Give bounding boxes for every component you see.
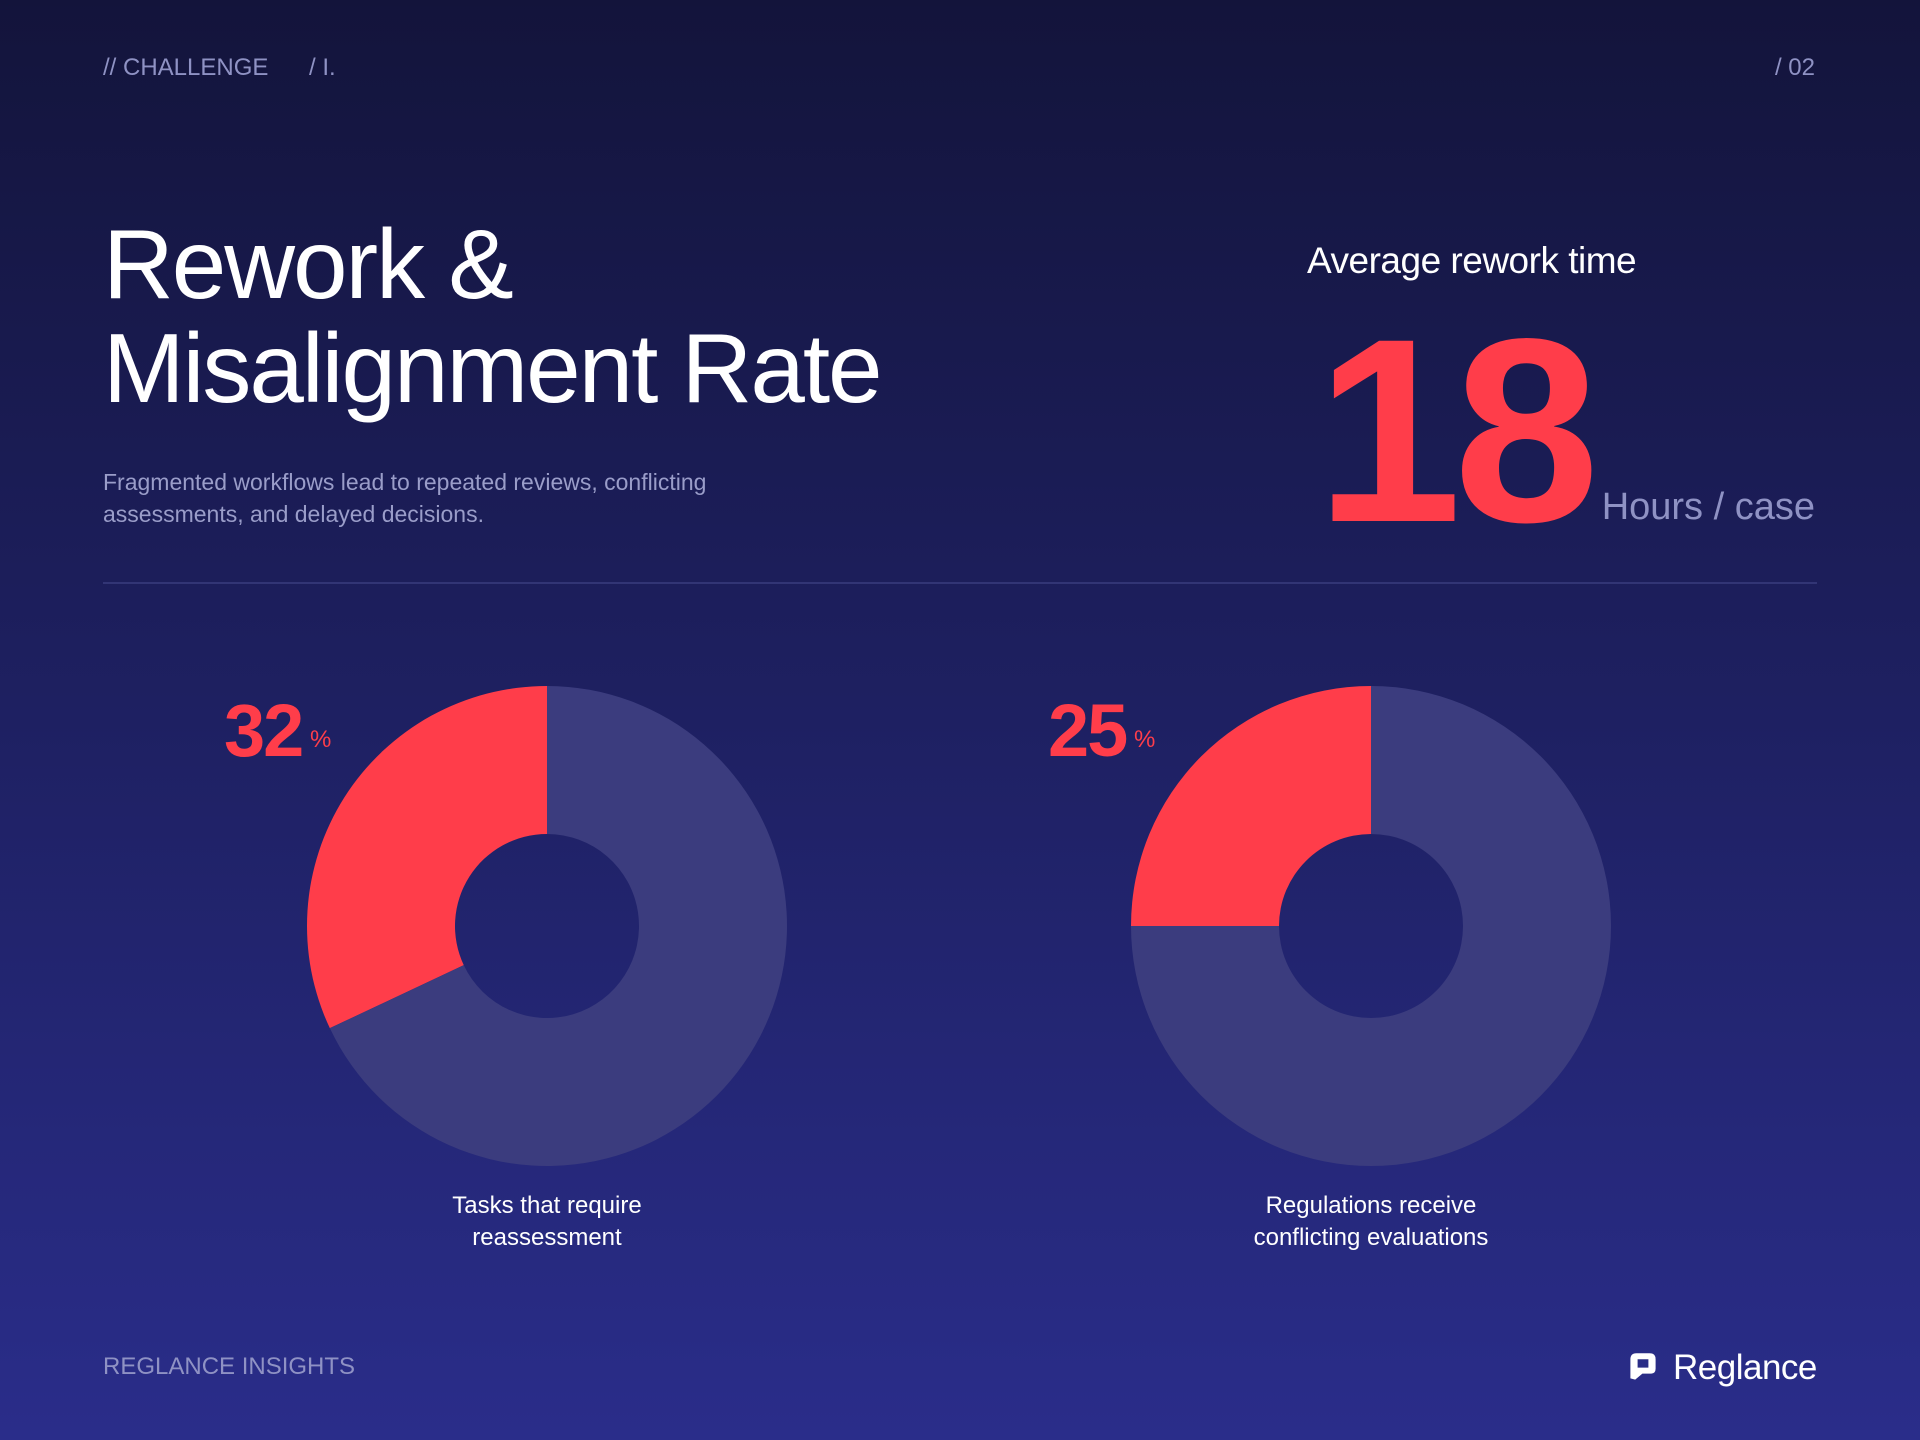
subtitle: Fragmented workflows lead to repeated re… [103, 469, 707, 527]
brand-logo [1630, 1353, 1656, 1380]
page-number: / 02 [1774, 54, 1815, 81]
brand-name: Reglance [1673, 1348, 1817, 1387]
metric-value: 18 [1316, 284, 1599, 577]
chart-caption: Regulations receive conflicting evaluati… [1253, 1192, 1489, 1251]
value-unit: % [1134, 726, 1156, 753]
metric-unit: Hours / case [1601, 486, 1815, 528]
value-unit: % [310, 726, 332, 753]
donut-segment [1131, 686, 1371, 926]
donut-segment [307, 686, 547, 1029]
donut-segment [1131, 686, 1611, 1166]
section-number: / I. [309, 54, 336, 81]
title: Rework & Misalignment Rate [103, 209, 883, 423]
footer-label: REGLANCE INSIGHTS [103, 1353, 356, 1380]
section-label: // CHALLENGE [103, 54, 269, 81]
value-label: 25 [1048, 689, 1128, 772]
value-label: 32 [224, 689, 304, 772]
chart-caption: Tasks that require reassessment [452, 1192, 642, 1251]
donut-segment [329, 686, 787, 1166]
metric-label: Average rework time [1307, 240, 1637, 281]
